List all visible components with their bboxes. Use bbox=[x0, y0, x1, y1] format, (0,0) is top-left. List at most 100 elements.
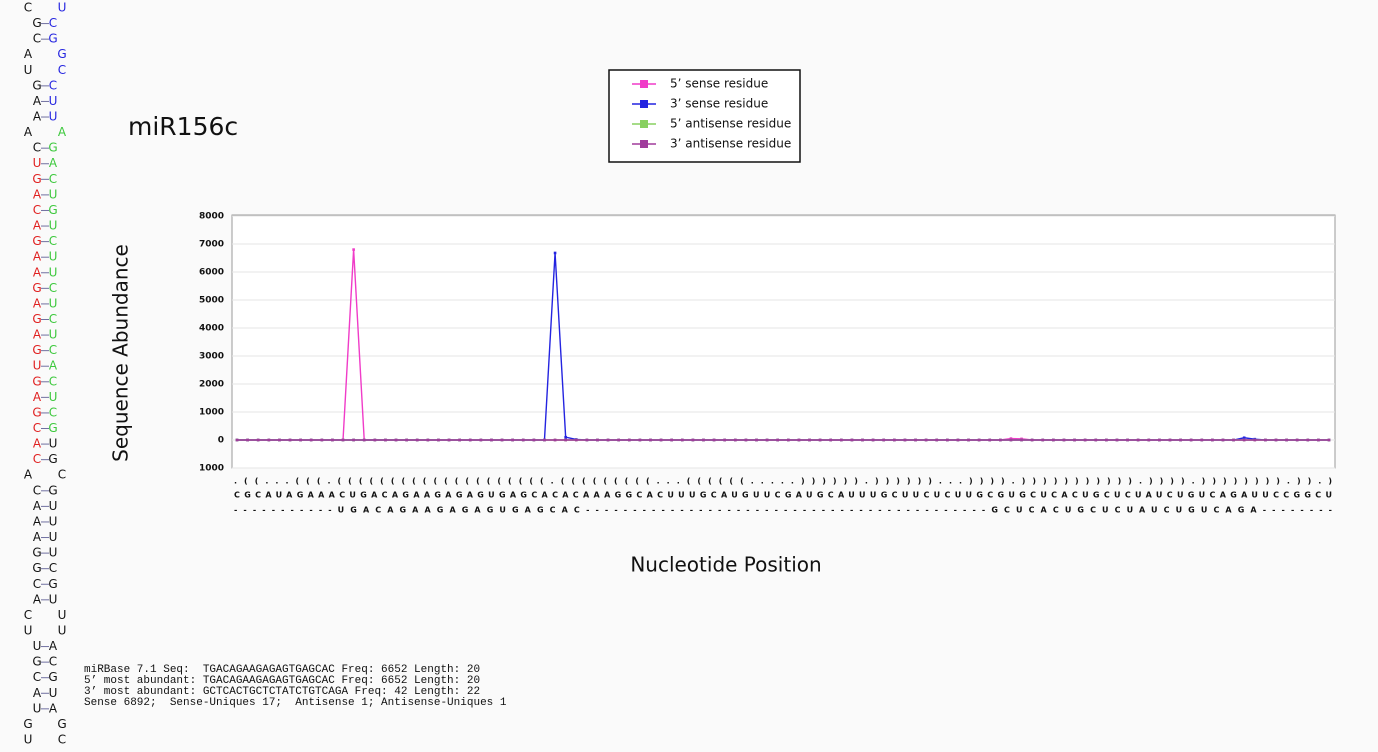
hairpin-base: U bbox=[49, 328, 58, 342]
series-marker bbox=[1062, 438, 1066, 442]
series-marker bbox=[670, 438, 673, 442]
series-marker bbox=[1105, 438, 1108, 442]
hairpin-base: C bbox=[24, 1, 32, 15]
hairpin-base: U bbox=[58, 608, 67, 622]
hairpin-base: U bbox=[49, 546, 58, 560]
series-marker bbox=[511, 438, 514, 442]
hairpin-base: G bbox=[32, 312, 41, 326]
hairpin-base: A bbox=[33, 437, 42, 451]
series-marker bbox=[267, 438, 271, 442]
hairpin-base: C bbox=[33, 32, 41, 46]
hairpin-base: C bbox=[49, 561, 57, 575]
series-marker bbox=[362, 438, 366, 442]
hairpin-base: U bbox=[49, 265, 58, 279]
series-marker bbox=[1317, 438, 1320, 442]
series-marker bbox=[903, 438, 907, 442]
series-marker bbox=[702, 438, 705, 442]
plot-area bbox=[231, 214, 1336, 469]
series-marker bbox=[299, 438, 302, 442]
hairpin-base: G bbox=[48, 452, 57, 466]
series-marker bbox=[1189, 438, 1193, 442]
hairpin-base: G bbox=[48, 483, 57, 497]
hairpin-base: G bbox=[32, 281, 41, 295]
hairpin-base: C bbox=[58, 468, 66, 482]
hairpin-base: G bbox=[48, 32, 57, 46]
hairpin-base: A bbox=[24, 47, 33, 61]
hairpin-base: U bbox=[49, 219, 58, 233]
series-marker bbox=[1295, 438, 1299, 442]
hairpin-base: G bbox=[48, 141, 57, 155]
hairpin-base: A bbox=[33, 390, 42, 404]
series-marker bbox=[649, 438, 652, 442]
series-marker bbox=[797, 438, 801, 442]
hairpin-base: A bbox=[33, 592, 42, 606]
series-marker bbox=[585, 438, 589, 442]
hairpin-base: C bbox=[49, 281, 57, 295]
series-marker bbox=[1020, 438, 1023, 442]
y-tick-label: 0 bbox=[218, 436, 224, 446]
hairpin-base: G bbox=[32, 172, 41, 186]
hairpin-base: C bbox=[49, 234, 57, 248]
series-marker bbox=[1094, 438, 1098, 442]
series-marker bbox=[712, 438, 716, 442]
legend-label: 5’ antisense residue bbox=[670, 117, 791, 131]
hairpin-base: G bbox=[48, 203, 57, 217]
hairpin-base: G bbox=[57, 717, 66, 731]
series-marker bbox=[999, 438, 1002, 442]
hairpin-base: C bbox=[33, 483, 41, 497]
legend-label: 5’ sense residue bbox=[670, 77, 768, 91]
series-marker bbox=[235, 438, 239, 442]
hairpin-base: C bbox=[33, 141, 41, 155]
series-marker bbox=[553, 251, 557, 255]
series-marker bbox=[447, 438, 451, 442]
series-marker bbox=[320, 438, 324, 442]
hairpin-base: G bbox=[48, 421, 57, 435]
hairpin-base: C bbox=[49, 16, 57, 30]
series-marker bbox=[490, 438, 493, 442]
series-marker bbox=[1200, 438, 1204, 442]
series-marker bbox=[1073, 438, 1076, 442]
series-marker bbox=[935, 438, 939, 442]
series-marker bbox=[850, 438, 854, 442]
series-marker bbox=[373, 438, 377, 442]
hairpin-base: U bbox=[49, 296, 58, 310]
hairpin-base: G bbox=[32, 546, 41, 560]
hairpin-base: C bbox=[58, 733, 66, 747]
series-marker bbox=[924, 438, 928, 442]
series-marker bbox=[1168, 438, 1172, 442]
hairpin-base: U bbox=[49, 110, 58, 124]
hairpin-base: C bbox=[49, 78, 57, 92]
series-marker bbox=[1327, 438, 1331, 442]
series-marker bbox=[765, 438, 769, 442]
series-marker bbox=[638, 438, 642, 442]
y-tick-label: 4000 bbox=[199, 324, 224, 334]
series-marker bbox=[426, 438, 430, 442]
series-group bbox=[235, 248, 1331, 442]
hairpin-base: U bbox=[24, 623, 33, 637]
hairpin-base: U bbox=[58, 1, 67, 15]
series-marker bbox=[1242, 436, 1246, 440]
y-axis-label: Sequence Abundance bbox=[109, 244, 133, 462]
series-marker bbox=[1242, 438, 1246, 442]
series-marker bbox=[479, 438, 483, 442]
hairpin-base: C bbox=[33, 203, 41, 217]
series-marker bbox=[946, 438, 949, 442]
hairpin-base: U bbox=[49, 94, 58, 108]
hairpin-base: C bbox=[24, 608, 32, 622]
hairpin-base: U bbox=[49, 390, 58, 404]
hairpin-base: C bbox=[49, 343, 57, 357]
series-marker bbox=[543, 438, 546, 442]
series-marker bbox=[956, 438, 960, 442]
hairpin-base: G bbox=[32, 343, 41, 357]
series-marker bbox=[829, 438, 833, 442]
hairpin-base: U bbox=[33, 156, 42, 170]
series-marker bbox=[659, 438, 663, 442]
series-marker bbox=[967, 438, 970, 442]
series-marker bbox=[468, 438, 472, 442]
series-marker bbox=[1158, 438, 1161, 442]
hairpin-base: C bbox=[49, 655, 57, 669]
legend-swatch bbox=[640, 80, 648, 88]
hairpin-base: G bbox=[23, 717, 32, 731]
hairpin-base: A bbox=[33, 514, 42, 528]
series-marker bbox=[278, 438, 281, 442]
